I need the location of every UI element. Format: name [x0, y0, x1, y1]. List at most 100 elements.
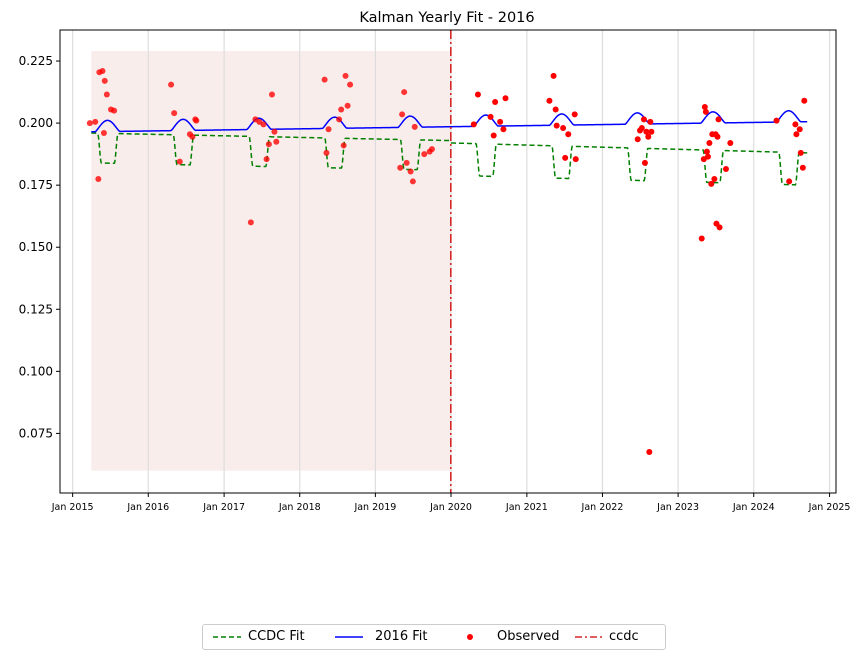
- observed-point: [321, 76, 328, 83]
- observed-point: [706, 139, 713, 146]
- shaded-region-layer: [91, 51, 451, 471]
- observed-point: [572, 156, 579, 163]
- observed-point: [487, 113, 494, 120]
- observed-point: [703, 148, 710, 155]
- observed-point: [565, 131, 572, 138]
- y-tick-label: 0.150: [19, 240, 53, 254]
- y-tick-label: 0.225: [19, 54, 53, 68]
- observed-point: [708, 180, 715, 187]
- legend: CCDC Fit 2016 Fit Observed ccdc: [202, 624, 666, 650]
- observed-point: [716, 224, 723, 231]
- observed-point: [336, 116, 343, 123]
- observed-point: [711, 175, 718, 182]
- observed-point: [409, 178, 416, 185]
- legend-label: ccdc: [609, 629, 639, 644]
- observed-point: [796, 126, 803, 133]
- legend-label: Observed: [497, 629, 560, 644]
- x-tick-label: Jan 2020: [429, 502, 472, 513]
- observed-point: [500, 126, 507, 133]
- fit-lines-layer: [91, 110, 808, 186]
- observed-point: [338, 106, 345, 113]
- observed-point: [100, 130, 107, 137]
- legend-label: CCDC Fit: [248, 629, 305, 644]
- observed-point: [323, 149, 330, 156]
- observed-point: [801, 97, 808, 104]
- x-tick-label: Jan 2017: [202, 502, 245, 513]
- observed-point: [103, 91, 110, 98]
- observed-point: [647, 118, 654, 125]
- observed-point: [698, 235, 705, 242]
- observed-point: [268, 91, 275, 98]
- observed-point: [171, 110, 178, 117]
- observed-point: [560, 125, 567, 132]
- observed-point: [99, 67, 106, 74]
- observed-point: [347, 81, 354, 88]
- observed-point: [786, 178, 793, 185]
- observed-point: [634, 136, 641, 143]
- grid-layer: [72, 30, 831, 493]
- observed-point: [727, 139, 734, 146]
- observed-point: [643, 128, 650, 135]
- y-tick-label: 0.200: [19, 116, 53, 130]
- observed-point: [247, 219, 254, 226]
- observed-point: [553, 122, 560, 129]
- observed-point: [263, 156, 270, 163]
- observed-point: [271, 128, 278, 135]
- observed-point: [403, 159, 410, 166]
- legend-label: 2016 Fit: [375, 629, 428, 644]
- observed-point: [273, 138, 280, 145]
- observed-point: [641, 159, 648, 166]
- observed-point: [401, 89, 408, 96]
- chart-title: Kalman Yearly Fit - 2016: [359, 10, 534, 26]
- y-tick-label: 0.075: [19, 426, 53, 440]
- observed-point: [645, 133, 652, 140]
- observed-point: [421, 151, 428, 158]
- observed-point: [407, 168, 414, 175]
- observed-point: [793, 131, 800, 138]
- observed-point: [797, 149, 804, 156]
- observed-point: [101, 77, 108, 84]
- y-tick-label: 0.125: [19, 302, 53, 316]
- y-axis: 0.075 0.100 0.125 0.150 0.175 0.200 0.225: [19, 54, 60, 440]
- observed-point: [492, 98, 499, 105]
- x-tick-label: Jan 2023: [656, 502, 699, 513]
- observed-point: [95, 175, 102, 182]
- observed-point: [704, 153, 711, 160]
- dashdot-line-icon: [575, 636, 603, 638]
- x-tick-label: Jan 2018: [278, 502, 321, 513]
- dashed-line-icon: [213, 636, 241, 638]
- observed-point: [325, 126, 332, 133]
- x-tick-label: Jan 2024: [732, 502, 775, 513]
- observed-point: [399, 111, 406, 118]
- observed-point: [189, 133, 196, 140]
- x-tick-label: Jan 2015: [51, 502, 94, 513]
- observed-point: [552, 106, 559, 113]
- x-tick-label: Jan 2025: [808, 502, 851, 513]
- observed-point: [474, 91, 481, 98]
- observed-point: [714, 133, 721, 140]
- observed-point: [701, 103, 708, 110]
- observed-point: [648, 128, 655, 135]
- observed-point: [265, 141, 272, 148]
- observed-point: [562, 154, 569, 161]
- x-tick-label: Jan 2019: [353, 502, 396, 513]
- observed-point: [342, 72, 349, 79]
- observed-point: [411, 123, 418, 130]
- y-tick-label: 0.175: [19, 178, 53, 192]
- y-tick-label: 0.100: [19, 364, 53, 378]
- observed-point: [571, 111, 578, 118]
- observed-point: [702, 108, 709, 115]
- observed-point: [546, 97, 553, 104]
- observed-point: [722, 166, 729, 173]
- observed-point: [773, 117, 780, 124]
- observed-point: [260, 121, 267, 128]
- observed-point: [490, 132, 497, 139]
- x-axis: Jan 2015 Jan 2016 Jan 2017 Jan 2018 Jan 2019…: [51, 493, 851, 513]
- observed-point: [799, 164, 806, 171]
- x-tick-label: Jan 2021: [505, 502, 548, 513]
- yearly-fit-line: [91, 110, 808, 133]
- observed-point: [397, 164, 404, 171]
- x-tick-label: Jan 2016: [126, 502, 169, 513]
- observed-point: [646, 449, 653, 456]
